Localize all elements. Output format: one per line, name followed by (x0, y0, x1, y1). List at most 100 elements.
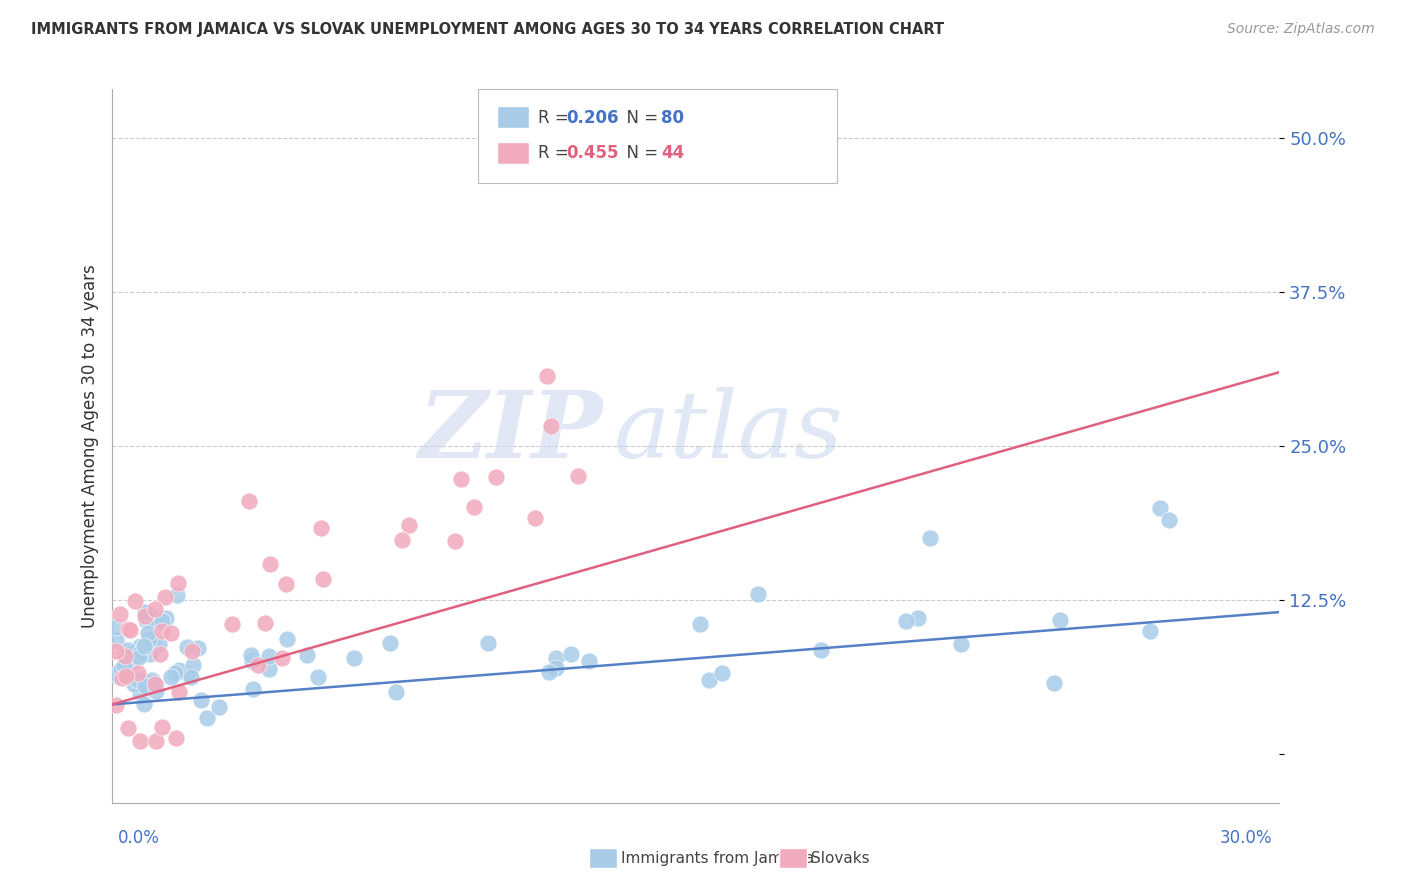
Point (221, 616, 243, 631)
Point (537, 665, 560, 679)
Point (124, 594, 146, 608)
Point (142, 612, 165, 626)
Point (128, 650, 150, 665)
Point (150, 614, 173, 628)
Point (463, 500, 485, 514)
Point (710, 666, 733, 681)
Point (380, 636, 402, 650)
Point (134, 609, 156, 624)
Point (1157, 513, 1180, 527)
Point (166, 576, 188, 591)
Point (135, 613, 157, 627)
Point (115, 670, 138, 684)
Point (132, 697, 155, 711)
Point (239, 648, 262, 663)
Point (181, 644, 204, 658)
Point (176, 665, 198, 680)
Point (271, 651, 294, 665)
Text: 44: 44 (661, 145, 685, 162)
Text: N =: N = (616, 145, 664, 162)
Point (689, 617, 711, 632)
Point (128, 647, 150, 661)
Point (159, 625, 181, 640)
Point (105, 698, 128, 713)
Point (145, 734, 167, 748)
Text: R =: R = (538, 109, 575, 127)
Text: N =: N = (616, 109, 664, 127)
Point (115, 665, 138, 680)
Point (398, 517, 420, 532)
Text: 30.0%: 30.0% (1220, 829, 1272, 847)
Point (546, 650, 568, 665)
Point (127, 673, 149, 688)
Point (139, 647, 162, 661)
Point (259, 648, 281, 663)
Point (257, 662, 280, 676)
Point (120, 649, 142, 664)
Text: ZIP: ZIP (419, 387, 603, 476)
Point (343, 651, 366, 665)
Text: IMMIGRANTS FROM JAMAICA VS SLOVAK UNEMPLOYMENT AMONG AGES 30 TO 34 YEARS CORRELA: IMMIGRANTS FROM JAMAICA VS SLOVAK UNEMPL… (31, 22, 943, 37)
Point (697, 673, 720, 688)
Point (312, 572, 335, 586)
Point (920, 531, 942, 545)
Point (117, 721, 139, 735)
Point (105, 666, 128, 681)
Point (180, 670, 202, 684)
Point (197, 711, 219, 725)
Point (105, 669, 128, 683)
Point (242, 654, 264, 668)
Point (578, 654, 600, 668)
Point (165, 731, 187, 746)
Point (138, 632, 160, 646)
Point (153, 590, 176, 604)
Point (145, 679, 167, 693)
Point (118, 623, 141, 637)
Point (242, 682, 264, 697)
Point (187, 641, 209, 656)
Point (117, 643, 139, 657)
Point (136, 606, 159, 620)
Point (142, 636, 165, 650)
Text: 0.455: 0.455 (567, 145, 619, 162)
Point (149, 647, 172, 661)
Point (138, 626, 160, 640)
Point (949, 636, 972, 650)
Text: atlas: atlas (614, 387, 844, 476)
Point (907, 611, 929, 625)
Point (145, 684, 167, 698)
Text: 80: 80 (661, 109, 683, 127)
Point (105, 620, 128, 634)
Y-axis label: Unemployment Among Ages 30 to 34 years: Unemployment Among Ages 30 to 34 years (80, 264, 98, 628)
Point (274, 577, 297, 591)
Point (129, 734, 152, 748)
Point (450, 472, 472, 486)
Point (747, 587, 769, 601)
Text: 0.206: 0.206 (567, 109, 619, 127)
Point (105, 644, 128, 658)
Point (124, 677, 146, 691)
Point (536, 368, 558, 383)
Point (546, 661, 568, 675)
Point (295, 648, 318, 662)
Point (134, 605, 156, 619)
Point (259, 557, 281, 571)
Point (190, 692, 212, 706)
Point (238, 494, 260, 508)
Point (560, 647, 582, 661)
Point (1049, 613, 1071, 627)
Point (114, 648, 136, 663)
Point (134, 679, 156, 693)
Point (127, 666, 149, 681)
Point (567, 469, 589, 483)
Point (121, 647, 143, 661)
Point (112, 659, 135, 673)
Point (128, 686, 150, 700)
Point (136, 677, 159, 691)
Point (146, 614, 169, 628)
Point (307, 670, 329, 684)
Text: Immigrants from Jamaica: Immigrants from Jamaica (621, 851, 814, 865)
Point (166, 588, 188, 602)
Text: 0.0%: 0.0% (118, 829, 160, 847)
Point (253, 616, 276, 631)
